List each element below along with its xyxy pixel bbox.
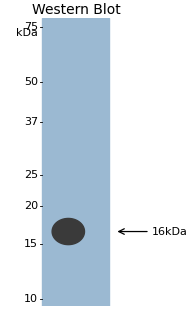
Text: 37: 37: [24, 117, 38, 127]
Bar: [43, 18, 109, 306]
Text: 16kDa: 16kDa: [151, 226, 187, 236]
Title: Western Blot: Western Blot: [32, 3, 121, 17]
Text: 20: 20: [24, 201, 38, 210]
Text: 75: 75: [24, 22, 38, 32]
Text: 25: 25: [24, 170, 38, 180]
Text: 15: 15: [24, 239, 38, 249]
Text: kDa: kDa: [16, 28, 38, 38]
Text: 10: 10: [24, 294, 38, 304]
Polygon shape: [52, 218, 85, 245]
Text: 50: 50: [24, 77, 38, 87]
